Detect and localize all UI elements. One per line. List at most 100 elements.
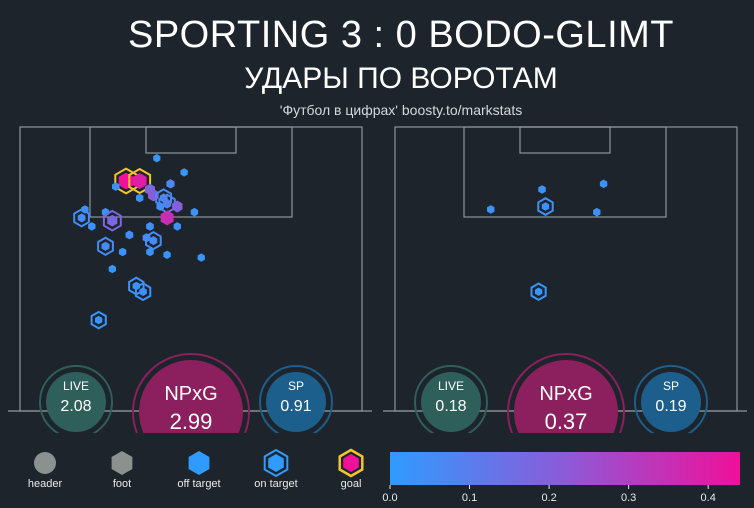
shot-off	[487, 205, 495, 214]
colorbar-tick-label: 0.2	[541, 492, 556, 504]
legend-header-marker	[34, 452, 56, 474]
shot-marker	[197, 253, 205, 262]
shot-on	[102, 209, 122, 232]
shot-marker	[77, 213, 86, 223]
shot-ring	[145, 230, 162, 251]
legend-goal-ring	[338, 448, 364, 478]
colorbar-tick-label: 0.3	[621, 492, 636, 504]
shot-off	[118, 247, 127, 257]
legend-item-header: header	[28, 452, 63, 490]
summary-sp-circle: SP 0.19	[634, 365, 708, 439]
shot-marker	[190, 207, 199, 217]
shot-off	[593, 207, 601, 217]
shot-ring	[97, 236, 114, 257]
shot-ring	[537, 197, 554, 216]
credit-text: 'Футбол в цифрах' boosty.to/markstats	[279, 102, 523, 118]
summary-live-label: LIVE	[63, 379, 89, 393]
shot-marker	[136, 193, 144, 203]
colorbar: 0.0 0.1 0.2 0.3 0.4	[382, 452, 740, 504]
legend-label: on target	[254, 478, 297, 490]
summary-sp-disc	[641, 372, 701, 432]
shot-marker	[599, 179, 608, 189]
summary-live-circle: LIVE 2.08	[39, 365, 113, 439]
shot-marker	[118, 172, 134, 190]
summary-npxg-label: NPxG	[164, 383, 217, 405]
shot-off	[136, 193, 144, 203]
pitch-away: LIVE 0.18 NPxG 0.37 SP 0.19	[383, 126, 747, 471]
summary-live-value: 2.08	[60, 398, 91, 415]
shot-marker	[160, 210, 174, 226]
summary-npxg-value: 0.37	[545, 409, 588, 434]
summary-sp-value: 0.19	[655, 398, 686, 415]
shot-ring	[73, 208, 90, 228]
shot-off	[146, 247, 154, 257]
legend-item-off: off target	[177, 451, 221, 490]
shot-marker	[593, 207, 601, 217]
summary-npxg-label: NPxG	[539, 383, 592, 405]
shot-marker	[163, 250, 171, 259]
shot-marker	[487, 205, 495, 214]
summary-live-label: LIVE	[438, 379, 464, 393]
shot-off	[88, 222, 96, 231]
shot-off	[197, 253, 205, 262]
legend-item-goal: goal	[338, 448, 364, 490]
shot-on	[134, 282, 152, 302]
summary-sp-circle: SP 0.91	[259, 365, 333, 439]
shot-off	[190, 207, 199, 217]
shot-on	[97, 236, 114, 257]
shot-marker	[535, 287, 543, 296]
shot-marker	[149, 236, 158, 246]
shot-marker	[156, 202, 164, 211]
legend-label: off target	[177, 478, 220, 490]
shot-on	[530, 282, 547, 302]
shot-on	[145, 230, 162, 251]
shot-marker	[172, 200, 183, 213]
shot-off	[599, 179, 608, 189]
legend-label: header	[28, 478, 63, 490]
summary-sp-value: 0.91	[280, 398, 311, 415]
summary-live-disc	[46, 372, 106, 432]
colorbar-gradient	[390, 452, 740, 485]
summary-npxg-value: 2.99	[170, 409, 213, 434]
shot-off	[173, 222, 181, 231]
shot-marker	[162, 198, 172, 209]
shot-ring	[530, 282, 547, 302]
chart-subtitle: УДАРЫ ПО ВОРОТАМ	[244, 62, 558, 95]
shot-marker	[101, 241, 110, 251]
shot-off	[153, 154, 161, 163]
shot-marker	[146, 222, 154, 231]
shot-off	[166, 179, 175, 189]
summary-sp-label: SP	[663, 379, 679, 393]
legend-on-ring	[263, 448, 289, 478]
shot-off	[125, 230, 134, 240]
shot-ring	[134, 282, 152, 302]
shot-off	[108, 264, 116, 274]
summary-live-value: 0.18	[435, 398, 466, 415]
legend-on-marker	[268, 454, 284, 472]
shot-ring	[102, 209, 122, 232]
summary-sp-label: SP	[288, 379, 304, 393]
shot-marker	[146, 247, 154, 257]
shot-off	[156, 202, 164, 211]
shot-marker	[538, 185, 546, 194]
summary-sp-disc	[266, 372, 326, 432]
shot-off	[160, 210, 174, 226]
legend-goal-marker	[343, 454, 359, 472]
legend: header foot off target on target goal	[28, 448, 364, 490]
legend-label: foot	[113, 478, 131, 490]
legend-foot-marker	[111, 451, 133, 475]
shot-marker	[107, 214, 118, 227]
shot-marker	[153, 154, 161, 163]
shot-on	[537, 197, 554, 216]
shot-marker	[180, 168, 188, 177]
shot-off	[163, 250, 171, 259]
legend-item-on: on target	[254, 448, 298, 490]
shot-ring	[90, 310, 107, 330]
shot-marker	[173, 222, 181, 231]
shot-off	[146, 222, 154, 231]
shot-marker	[132, 281, 140, 291]
legend-item-foot: foot	[111, 451, 133, 490]
match-title: SPORTING 3 : 0 BODO-GLIMT	[127, 14, 674, 56]
shot-on	[90, 310, 107, 330]
shot-marker	[118, 247, 127, 257]
